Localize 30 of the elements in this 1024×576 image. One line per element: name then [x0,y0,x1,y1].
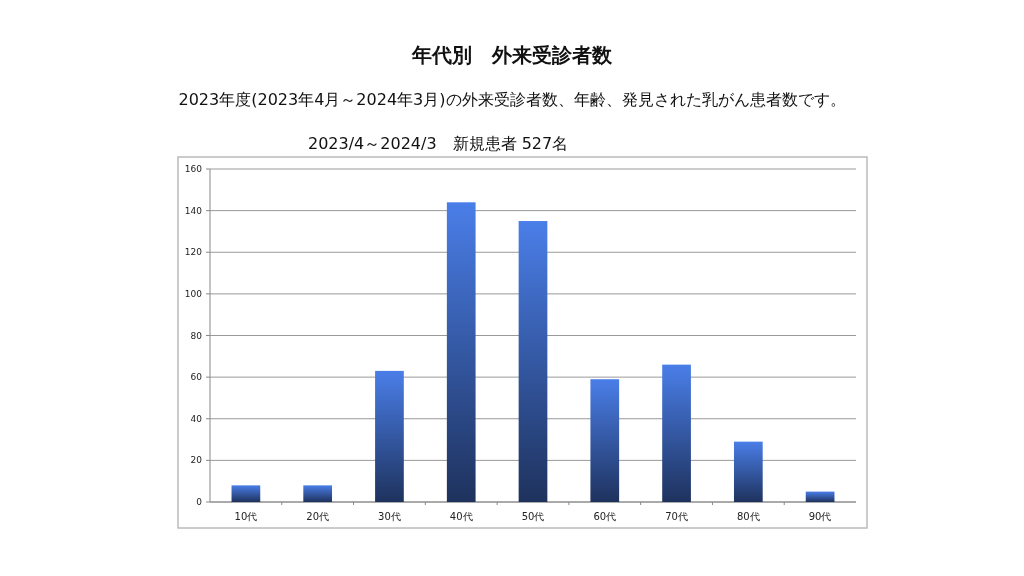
x-tick-label: 10代 [234,511,258,522]
y-tick-label: 100 [184,288,203,299]
bar [805,491,835,502]
x-tick-label: 20代 [306,511,330,522]
bar [375,370,404,502]
x-tick-label: 60代 [593,511,617,522]
y-tick-label: 140 [184,205,203,216]
bar [303,485,333,502]
x-tick-label: 70代 [665,511,688,522]
y-tick-label: 60 [190,372,203,383]
text: 2023/4～2024/3 新規患者 527名 [308,134,569,153]
y-tick-label: 160 [184,164,203,174]
x-tick-label: 40代 [449,511,473,522]
y-tick-label: 20 [190,455,203,466]
x-tick-label: 30代 [378,511,401,522]
y-tick-label: 120 [184,247,203,258]
y-tick-label: 80 [190,330,203,341]
y-tick-label: 40 [190,413,203,424]
bar [446,202,476,502]
y-tick-label: 0 [196,497,203,507]
bar [662,364,691,502]
chart-subtitle: 2023年度(2023年4月～2024年3月)の外来受診者数、年齢、発見された乳がん患者数です。 [178,90,846,109]
x-tick-label: 50代 [521,511,545,522]
x-tick-label: 90代 [808,511,832,522]
bar [733,441,763,502]
x-tick-label: 80代 [736,511,760,522]
bar [231,485,261,502]
chart-title: 年代別 外来受診者数 [411,43,613,67]
bar [590,379,620,502]
bar [518,221,548,502]
